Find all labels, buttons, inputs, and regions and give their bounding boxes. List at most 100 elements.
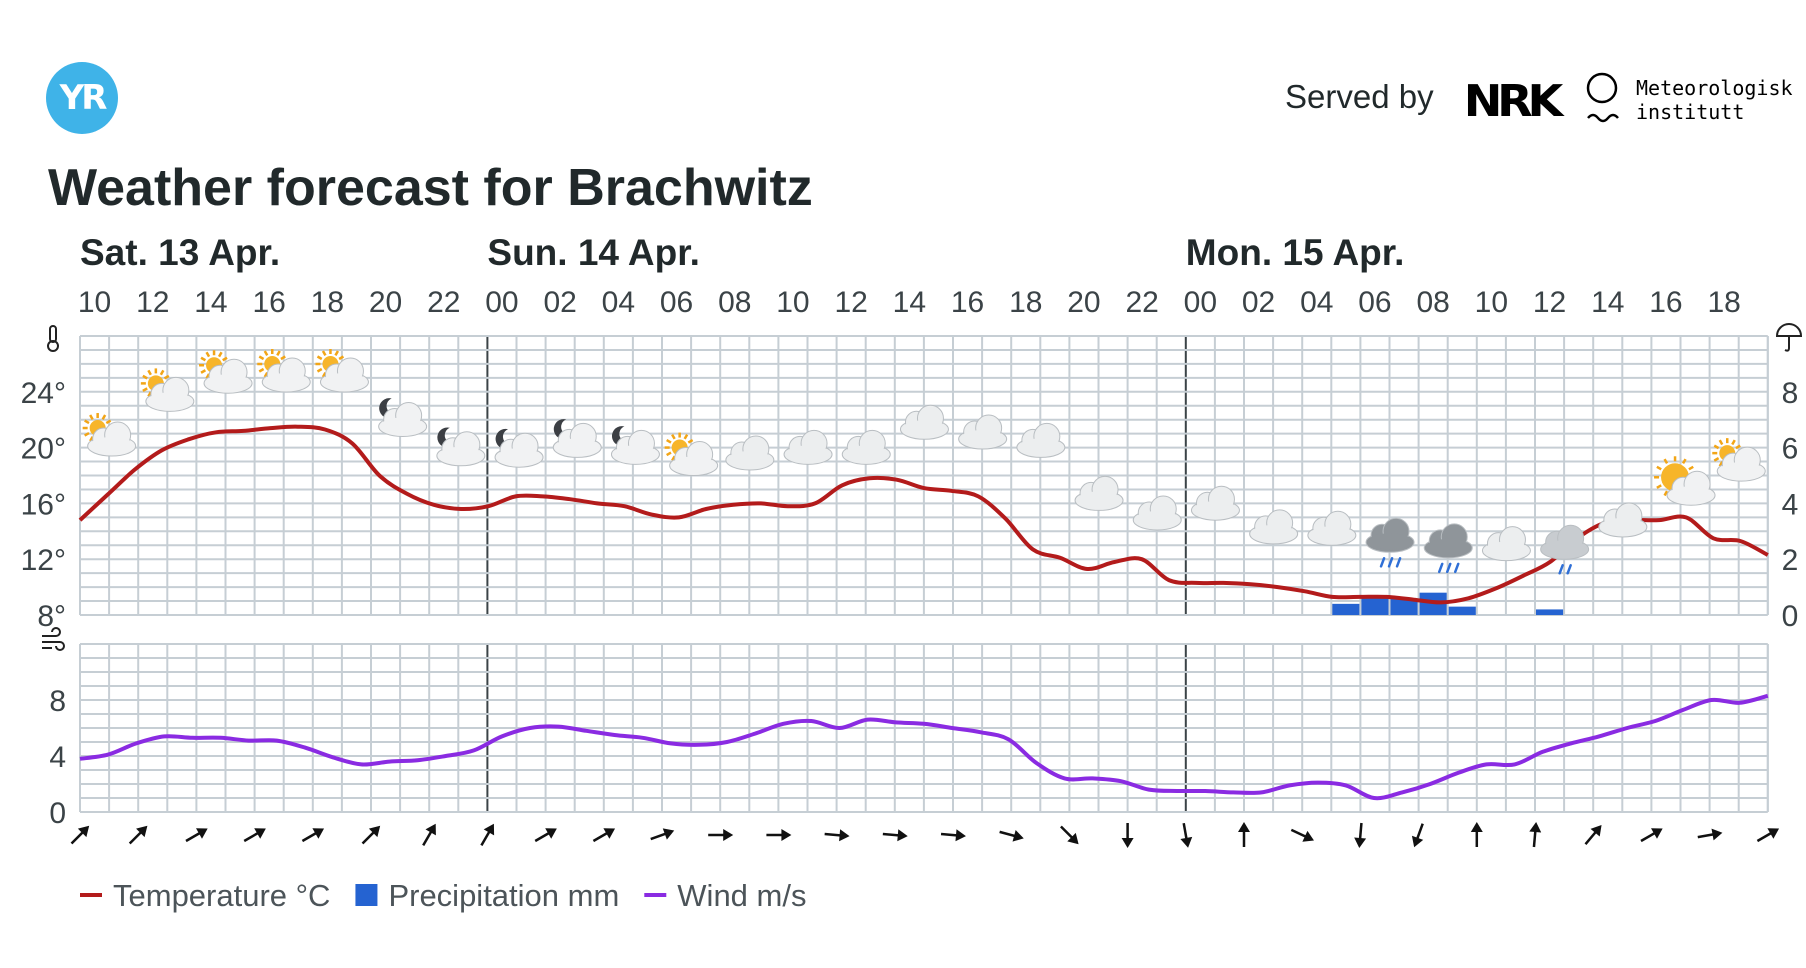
wind-arrow: [1529, 822, 1542, 848]
hour-label: 00: [1184, 286, 1217, 319]
day-label: Sun. 14 Apr.: [487, 232, 699, 273]
hour-label: 14: [194, 286, 227, 319]
wind-arrow: [999, 829, 1024, 842]
weather-symbol-cloudy: [725, 435, 775, 471]
hour-label: 14: [1591, 286, 1624, 319]
hour-label: 16: [951, 286, 984, 319]
precipitation-tick: 4: [1782, 488, 1799, 521]
temperature-grid: [79, 335, 1769, 616]
weather-symbol-cloudy: [1074, 475, 1124, 511]
temperature-tick: 8°: [37, 600, 66, 633]
weather-symbol-partly-sunny: [82, 413, 137, 457]
precipitation-tick: 6: [1782, 433, 1799, 466]
wind-arrow: [361, 825, 381, 845]
hour-label: 16: [1649, 286, 1682, 319]
hour-label: 02: [543, 286, 576, 319]
hour-label: 02: [1242, 286, 1275, 319]
hour-label: 12: [136, 286, 169, 319]
weather-symbol-night-partly-cloudy: [378, 398, 428, 437]
yr-logo[interactable]: YR: [46, 62, 118, 134]
wind-arrow: [824, 829, 850, 842]
day-label: Mon. 15 Apr.: [1186, 232, 1405, 273]
weather-symbols: [82, 349, 1766, 575]
umbrella-icon: [1775, 323, 1803, 352]
hour-label: 04: [1300, 286, 1333, 319]
wind-arrow: [1411, 823, 1424, 848]
hour-label: 22: [1125, 286, 1158, 319]
hour-label: 04: [602, 286, 635, 319]
wind-arrow: [70, 825, 90, 845]
weather-symbol-cloudy: [1016, 422, 1066, 458]
hour-labels: 10 12 14 16 18 20 22 00 02 04 06 08 10 12 14 16 18 20 22 00…: [78, 286, 1741, 319]
temperature-tick: 24°: [21, 377, 66, 410]
wind-arrow: [650, 828, 675, 841]
legend-swatch-precipitation: [355, 884, 378, 906]
weather-symbol-partly-sunny: [664, 432, 719, 477]
wind-arrow: [128, 825, 148, 845]
nrk-logo[interactable]: NRK: [1463, 76, 1564, 127]
axis-icons: [42, 323, 1803, 651]
hour-label: 14: [893, 286, 926, 319]
weather-symbol-night-partly-cloudy: [436, 427, 486, 467]
precipitation-tick: 8: [1782, 377, 1799, 410]
wind-tick: 4: [49, 741, 66, 774]
weather-symbol-cloudy: [1307, 510, 1357, 546]
weather-symbol-cloudy: [783, 429, 833, 465]
hour-label: 20: [1067, 286, 1100, 319]
wind-arrow: [882, 829, 908, 842]
wind-line: [79, 693, 1769, 801]
page-title: Weather forecast for Brachwitz: [48, 159, 813, 217]
wind-icon: [42, 627, 65, 651]
hour-label: 16: [252, 286, 285, 319]
hour-label: 18: [1009, 286, 1042, 319]
weather-symbol-cloudy: [1481, 526, 1531, 562]
met-institute-logo[interactable]: Meteorologisk institutt: [1636, 76, 1793, 124]
weather-symbol-partly-sunny: [257, 349, 311, 393]
weather-symbol-night-partly-cloudy: [610, 426, 660, 465]
wind-arrow: [1470, 822, 1483, 847]
weather-symbol-cloudy: [1249, 509, 1299, 545]
hour-label: 18: [1707, 286, 1740, 319]
wind-arrow: [1180, 822, 1193, 848]
thermometer-icon: [47, 325, 59, 352]
weather-symbol-cloudy: [1132, 495, 1182, 531]
temperature-tick: 20°: [21, 433, 66, 466]
hour-label: 18: [311, 286, 344, 319]
precipitation-bars: [1332, 592, 1564, 615]
temperature-line: [78, 424, 1769, 605]
precipitation-bar: [1332, 603, 1360, 615]
legend-label-temperature: Temperature °C: [113, 878, 330, 913]
weather-symbol-sunny-cloudy: [1654, 456, 1716, 506]
wind-arrow: [1756, 828, 1780, 843]
weather-symbol-partly-sunny: [1712, 438, 1766, 482]
wind-arrow: [940, 829, 966, 842]
hour-label: 06: [1358, 286, 1391, 319]
legend-label-precipitation: Precipitation mm: [388, 878, 619, 913]
precipitation-bar: [1390, 598, 1418, 615]
wind-direction-arrows: [70, 822, 1780, 848]
weather-symbol-cloudy: [1190, 485, 1240, 521]
met-institute-icon: [1586, 72, 1619, 123]
weather-symbol-cloudy: [958, 414, 1008, 450]
wind-arrow: [1640, 828, 1663, 843]
wind-tick: 8: [49, 685, 66, 718]
weather-symbol-cloudy: [1598, 502, 1648, 538]
wind-arrow: [534, 828, 557, 843]
day-label: Sat. 13 Apr.: [80, 232, 280, 273]
met-line-2: institutt: [1636, 100, 1745, 124]
precipitation-bar: [1448, 606, 1476, 615]
wind-arrow: [1060, 825, 1079, 845]
weather-symbol-cloudy: [899, 404, 949, 440]
hour-label: 12: [1533, 286, 1566, 319]
wind-arrow: [480, 823, 495, 847]
weather-symbol-cloudy: [841, 429, 891, 465]
wind-arrow: [1290, 828, 1314, 842]
hour-label: 10: [1475, 286, 1508, 319]
day-labels: Sat. 13 Apr. Sun. 14 Apr. Mon. 15 Apr.: [80, 232, 1404, 273]
wind-arrow: [185, 828, 208, 843]
hour-label: 22: [427, 286, 460, 319]
wind-arrow: [708, 829, 734, 841]
served-by-label: Served by: [1285, 78, 1434, 115]
wind-arrow: [592, 828, 616, 843]
